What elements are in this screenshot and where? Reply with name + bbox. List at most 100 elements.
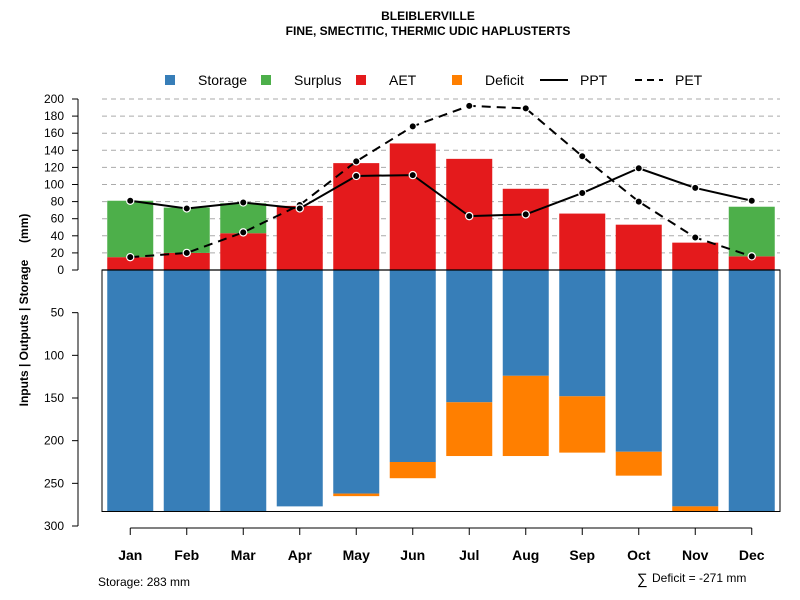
x-tick-label: Jul: [459, 547, 479, 563]
pet-point: [634, 197, 643, 206]
y-tick-label: 0: [57, 263, 64, 277]
deficit-bar: [672, 506, 719, 512]
ppt-line: [130, 167, 752, 218]
pet-point: [408, 122, 417, 131]
legend-label-ppt: PPT: [580, 72, 608, 88]
storage-bar: [446, 270, 493, 403]
legend-label-pet: PET: [675, 72, 703, 88]
storage-bar: [728, 270, 775, 512]
deficit-bar: [333, 493, 380, 497]
deficit-bar: [446, 402, 493, 457]
y-tick-label: 160: [44, 126, 64, 140]
legend-swatch-storage: [165, 75, 175, 85]
aet-bar: [502, 188, 549, 270]
x-tick-label: Mar: [231, 547, 256, 563]
x-tick-label: Aug: [512, 547, 539, 563]
x-tick-label: Nov: [682, 547, 709, 563]
pet-point: [691, 233, 700, 242]
surplus-bar: [728, 206, 775, 257]
ppt-point: [634, 164, 643, 173]
aet-bar: [559, 213, 606, 270]
aet-bar: [615, 224, 662, 270]
y-tick-label: 100: [44, 178, 64, 192]
x-tick-label: Dec: [739, 547, 765, 563]
pet-point: [352, 157, 361, 166]
y-tick-label: 20: [51, 246, 65, 260]
pet-point: [126, 252, 135, 262]
ppt-point: [578, 188, 587, 198]
pet-point: [747, 252, 756, 261]
deficit-note: Deficit = -271 mm: [652, 571, 746, 585]
storage-bar: [615, 270, 662, 452]
y-tick-label: 250: [44, 476, 64, 490]
legend-swatch-aet: [356, 75, 366, 85]
storage-bar: [672, 270, 719, 507]
surplus-bar: [163, 207, 210, 253]
x-tick-label: May: [343, 547, 370, 563]
aet-bar: [276, 205, 323, 270]
surplus-bar: [107, 200, 154, 258]
chart-title: BLEIBLERVILLE: [381, 9, 475, 23]
ppt-point: [408, 170, 417, 180]
y-tick-label: 200: [44, 92, 64, 106]
x-tick-label: Sep: [569, 547, 595, 563]
aet-bar: [220, 233, 267, 270]
pet-line: [130, 104, 753, 259]
y-tick-label: 100: [44, 348, 64, 362]
legend: Storage Surplus AET Deficit PPT PET: [165, 72, 703, 88]
x-tick-label: Feb: [174, 547, 199, 563]
ppt-point: [352, 171, 361, 181]
deficit-bar: [615, 451, 662, 476]
deficit-bar: [389, 462, 436, 479]
storage-note: Storage: 283 mm: [98, 575, 190, 589]
storage-bar: [559, 270, 606, 397]
y-axis-label: Inputs | Outputs | Storage (mm): [17, 214, 31, 407]
ppt-point: [239, 198, 248, 207]
pet-point: [521, 104, 530, 113]
storage-bar: [220, 270, 267, 512]
ppt-point: [747, 196, 756, 205]
deficit-bar: [559, 396, 606, 453]
axes: 0 20 40 60 80 100 120 140 160 180 200 50 100 150 200 25…: [44, 92, 765, 563]
aet-bar: [728, 256, 775, 270]
chart-subtitle: FINE, SMECTITIC, THERMIC UDIC HAPLUSTERT…: [286, 24, 571, 38]
aet-bar: [389, 143, 436, 270]
y-tick-label: 80: [51, 195, 65, 209]
storage-bar: [502, 270, 549, 376]
grid-lines: [102, 98, 780, 254]
y-tick-label: 120: [44, 160, 64, 174]
y-tick-label: 150: [44, 391, 64, 405]
ppt-point: [465, 211, 474, 221]
legend-swatch-deficit: [452, 75, 462, 85]
storage-bar: [333, 270, 380, 494]
deficit-sum-symbol: ∑: [637, 571, 648, 588]
y-tick-label: 50: [51, 306, 65, 320]
y-tick-label: 200: [44, 434, 64, 448]
aet-bar: [333, 163, 380, 270]
ppt-point: [126, 196, 135, 205]
y-tick-label: 300: [44, 519, 64, 533]
legend-swatch-surplus: [261, 75, 271, 85]
x-tick-label: Jun: [400, 547, 425, 563]
x-tick-label: Jan: [118, 547, 142, 563]
y-tick-label: 180: [44, 109, 64, 123]
storage-bar: [389, 270, 436, 462]
ppt-point: [691, 183, 700, 193]
legend-label-deficit: Deficit: [485, 72, 524, 88]
storage-bar: [163, 270, 210, 512]
ppt-point: [295, 204, 304, 213]
y-tick-label: 140: [44, 143, 64, 157]
legend-label-aet: AET: [389, 72, 417, 88]
bars: [101, 143, 781, 512]
aet-bar: [672, 242, 719, 270]
x-tick-label: Oct: [627, 547, 651, 563]
pet-point: [239, 228, 248, 237]
series-lines: [126, 101, 756, 262]
y-tick-label: 60: [51, 212, 65, 226]
y-tick-label: 40: [51, 229, 65, 243]
pet-point: [465, 101, 474, 111]
storage-bar: [276, 270, 323, 507]
ppt-point: [521, 210, 530, 219]
pet-point: [578, 152, 587, 161]
